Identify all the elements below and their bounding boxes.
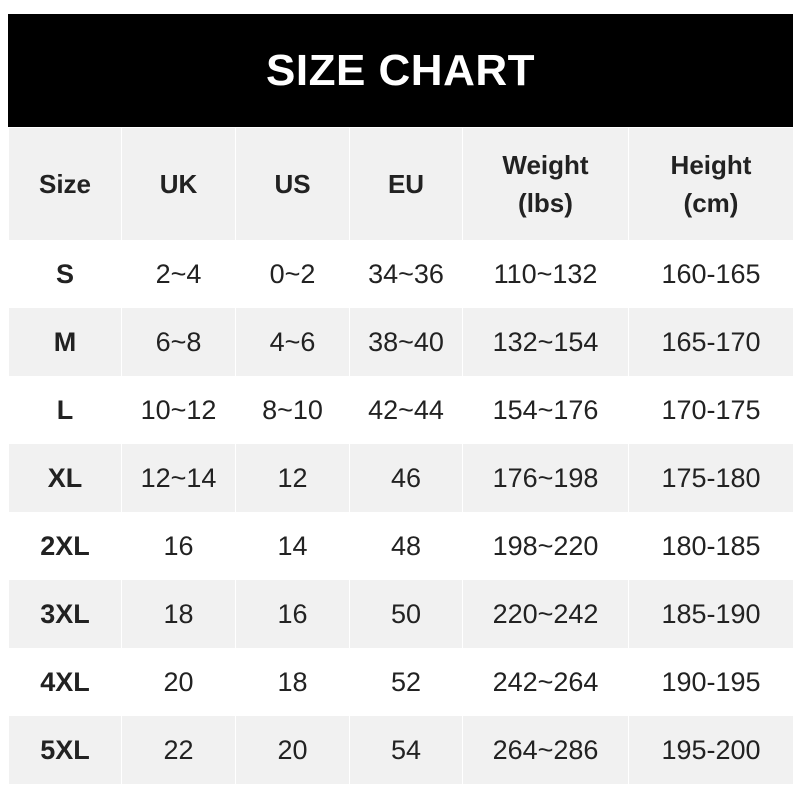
cell-uk: 18	[121, 580, 236, 648]
table-row: M 6~8 4~6 38~40 132~154 165-170	[8, 308, 794, 376]
cell-height: 175-180	[628, 444, 794, 512]
cell-size: 4XL	[8, 648, 122, 716]
cell-eu: 54	[349, 716, 463, 784]
cell-uk: 6~8	[121, 308, 236, 376]
cell-weight: 154~176	[462, 376, 629, 444]
cell-weight: 242~264	[462, 648, 629, 716]
cell-weight: 110~132	[462, 240, 629, 308]
column-header-label: Size	[38, 169, 92, 199]
column-header-weight: Weight (lbs)	[462, 128, 629, 240]
cell-uk: 10~12	[121, 376, 236, 444]
cell-weight: 264~286	[462, 716, 629, 784]
column-header-unit: (cm)	[683, 188, 739, 218]
table-row: XL 12~14 12 46 176~198 175-180	[8, 444, 794, 512]
cell-us: 14	[235, 512, 350, 580]
cell-uk: 16	[121, 512, 236, 580]
cell-size: 2XL	[8, 512, 122, 580]
cell-eu: 50	[349, 580, 463, 648]
cell-us: 16	[235, 580, 350, 648]
cell-uk: 22	[121, 716, 236, 784]
column-header-uk: UK	[121, 128, 236, 240]
column-header-us: US	[235, 128, 350, 240]
cell-height: 160-165	[628, 240, 794, 308]
cell-us: 0~2	[235, 240, 350, 308]
cell-us: 18	[235, 648, 350, 716]
column-header-height: Height (cm)	[628, 128, 794, 240]
cell-eu: 52	[349, 648, 463, 716]
cell-height: 170-175	[628, 376, 794, 444]
table-row: 5XL 22 20 54 264~286 195-200	[8, 716, 794, 784]
cell-uk: 20	[121, 648, 236, 716]
cell-size: S	[8, 240, 122, 308]
cell-weight: 198~220	[462, 512, 629, 580]
cell-weight: 220~242	[462, 580, 629, 648]
header-row: Size UK US EU Weight (lbs) Height (cm)	[8, 128, 794, 240]
cell-us: 8~10	[235, 376, 350, 444]
cell-us: 12	[235, 444, 350, 512]
table-row: 2XL 16 14 48 198~220 180-185	[8, 512, 794, 580]
cell-height: 180-185	[628, 512, 794, 580]
table-row: L 10~12 8~10 42~44 154~176 170-175	[8, 376, 794, 444]
table-row: S 2~4 0~2 34~36 110~132 160-165	[8, 240, 794, 308]
cell-eu: 46	[349, 444, 463, 512]
column-header-label: UK	[159, 169, 198, 199]
column-header-size: Size	[8, 128, 122, 240]
cell-uk: 12~14	[121, 444, 236, 512]
cell-size: 3XL	[8, 580, 122, 648]
cell-us: 20	[235, 716, 350, 784]
column-header-label: Height	[670, 150, 752, 180]
cell-us: 4~6	[235, 308, 350, 376]
size-chart-table: Size UK US EU Weight (lbs) Height (cm) S 2~4 0~2 3…	[8, 128, 794, 784]
cell-height: 190-195	[628, 648, 794, 716]
cell-size: 5XL	[8, 716, 122, 784]
cell-size: XL	[8, 444, 122, 512]
cell-eu: 42~44	[349, 376, 463, 444]
cell-height: 195-200	[628, 716, 794, 784]
cell-size: L	[8, 376, 122, 444]
cell-eu: 48	[349, 512, 463, 580]
column-header-label: Weight	[502, 150, 589, 180]
cell-eu: 38~40	[349, 308, 463, 376]
cell-uk: 2~4	[121, 240, 236, 308]
column-header-unit: (lbs)	[518, 188, 573, 218]
column-header-eu: EU	[349, 128, 463, 240]
cell-height: 185-190	[628, 580, 794, 648]
cell-weight: 132~154	[462, 308, 629, 376]
cell-size: M	[8, 308, 122, 376]
cell-height: 165-170	[628, 308, 794, 376]
cell-weight: 176~198	[462, 444, 629, 512]
table-row: 4XL 20 18 52 242~264 190-195	[8, 648, 794, 716]
column-header-label: US	[274, 169, 311, 199]
column-header-label: EU	[387, 169, 425, 199]
cell-eu: 34~36	[349, 240, 463, 308]
size-chart-title: SIZE CHART	[8, 14, 793, 127]
table-row: 3XL 18 16 50 220~242 185-190	[8, 580, 794, 648]
